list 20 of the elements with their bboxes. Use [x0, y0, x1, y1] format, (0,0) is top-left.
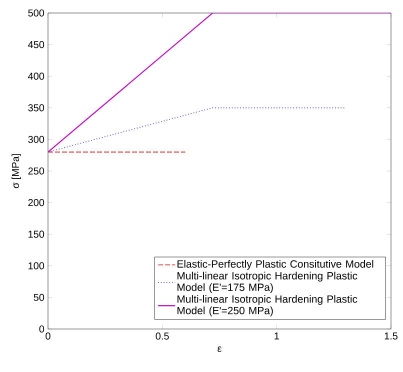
- y-tick-label: 50: [34, 294, 44, 301]
- x-tick-label: 0.5: [156, 332, 169, 340]
- y-tick-label: 100: [28, 262, 44, 270]
- y-tick-label: 300: [28, 136, 44, 143]
- y-axis-title: σ [MPa]: [12, 154, 21, 188]
- y-tick-label: 350: [28, 104, 44, 112]
- y-tick-label: 200: [28, 199, 44, 206]
- legend-label: Elastic-Perfectly Plastic Consitutive Model: [178, 260, 374, 270]
- x-tick-label: 1: [274, 332, 279, 340]
- x-tick-label: 0: [46, 332, 50, 340]
- legend-label: Multi-linear Isotropic Hardening Plastic Model (E'=175 MPa): [178, 272, 358, 294]
- y-tick-label: 450: [28, 41, 44, 48]
- y-tick-label: 150: [28, 230, 44, 238]
- x-tick-label: 1.5: [384, 332, 398, 340]
- y-tick-label: 250: [28, 167, 44, 175]
- legend-label: Multi-linear Isotropic Hardening Plastic Model (E'=250 MPa): [178, 295, 358, 316]
- y-tick-label: 500: [28, 9, 44, 17]
- x-axis-title: ε: [218, 346, 222, 352]
- y-tick-label: 0: [39, 325, 44, 333]
- y-tick-label: 400: [28, 72, 44, 80]
